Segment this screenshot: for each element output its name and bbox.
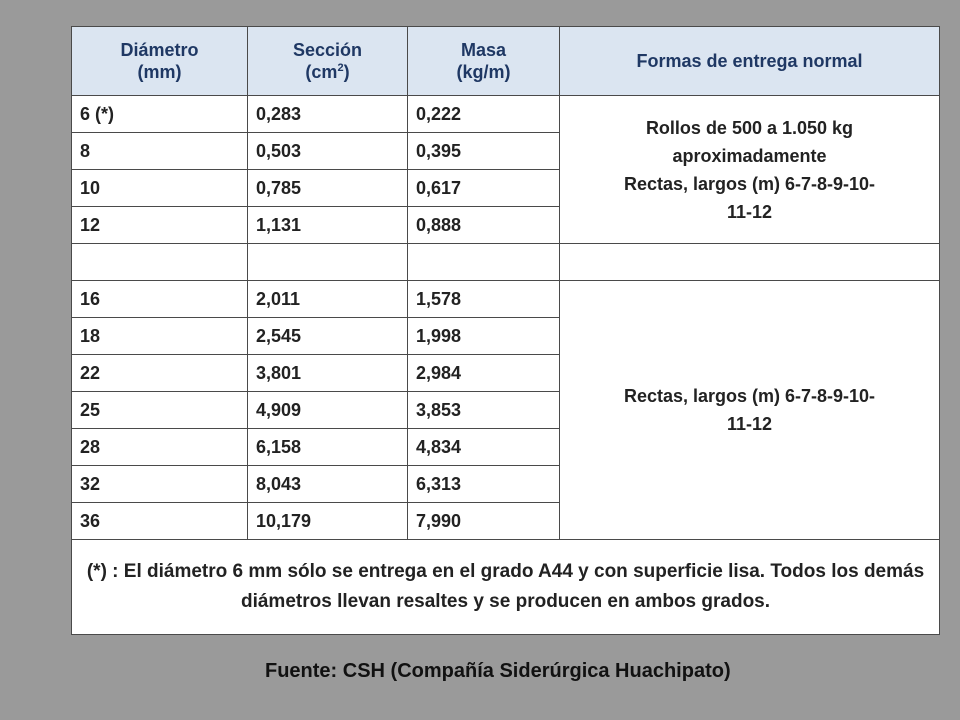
header-diameter-unit: (mm): [137, 62, 182, 82]
cell-section: 1,131: [247, 206, 408, 244]
table-row-empty: [71, 243, 940, 281]
cell-mass: [407, 243, 560, 281]
table-row: 25 4,909 3,853: [71, 391, 940, 429]
header-section-label: Sección: [292, 40, 363, 60]
cell-section: 4,909: [247, 391, 408, 429]
table-row: 18 2,545 1,998: [71, 317, 940, 355]
table-row: 10 0,785 0,617: [71, 169, 940, 207]
cell-section: [247, 243, 408, 281]
delivery-2-line-2: 11-12: [726, 414, 773, 434]
cell-mass: 1,998: [407, 317, 560, 355]
cell-section: 0,503: [247, 132, 408, 170]
cell-delivery-empty: [559, 243, 940, 281]
note-row: (*) : El diámetro 6 mm sólo se entrega e…: [71, 539, 940, 635]
header-mass-unit: (kg/m): [456, 62, 511, 82]
header-section-unit: (cm: [305, 62, 338, 82]
cell-mass: 0,888: [407, 206, 560, 244]
cell-section: 2,545: [247, 317, 408, 355]
cell-mass: 7,990: [407, 502, 560, 540]
header-diameter-label: Diámetro: [120, 40, 199, 60]
rebar-table: Diámetro (mm) Sección (cm2) Masa (kg/m) …: [71, 26, 940, 635]
cell-diameter: 36: [71, 502, 248, 540]
cell-diameter: 12: [71, 206, 248, 244]
delivery-1-line-2: aproximadamente: [672, 145, 827, 166]
header-mass-label: Masa: [460, 40, 507, 60]
source-caption: Fuente: CSH (Compañía Siderúrgica Huachi…: [265, 660, 731, 682]
cell-section: 2,011: [247, 280, 408, 318]
header-section: Sección (cm2): [247, 26, 408, 96]
header-diameter: Diámetro (mm): [71, 26, 248, 96]
cell-diameter: 6 (*): [71, 95, 248, 133]
table-row: 36 10,179 7,990: [71, 502, 940, 540]
cell-diameter: 25: [71, 391, 248, 429]
table-row: 12 1,131 0,888: [71, 206, 940, 244]
header-mass: Masa (kg/m): [407, 26, 560, 96]
cell-diameter: [71, 243, 248, 281]
cell-diameter: 32: [71, 465, 248, 503]
header-delivery: Formas de entrega normal: [559, 26, 940, 96]
delivery-1-line-4: 11-12: [726, 201, 773, 222]
cell-mass: 0,395: [407, 132, 560, 170]
delivery-1-line-3: Rectas, largos (m) 6-7-8-9-10-: [623, 173, 876, 194]
header-section-sup: 2: [337, 62, 344, 74]
cell-diameter: 28: [71, 428, 248, 466]
cell-section: 6,158: [247, 428, 408, 466]
cell-mass: 2,984: [407, 354, 560, 392]
cell-delivery-group-2: Rectas, largos (m) 6-7-8-9-10- 11-12: [559, 280, 940, 540]
header-row: Diámetro (mm) Sección (cm2) Masa (kg/m) …: [71, 26, 940, 96]
cell-section: 10,179: [247, 502, 408, 540]
footnote: (*) : El diámetro 6 mm sólo se entrega e…: [71, 539, 940, 635]
cell-section: 0,785: [247, 169, 408, 207]
table-row: 28 6,158 4,834: [71, 428, 940, 466]
cell-diameter: 10: [71, 169, 248, 207]
rebar-table-container: Diámetro (mm) Sección (cm2) Masa (kg/m) …: [71, 26, 940, 635]
table-row: 6 (*) 0,283 0,222 Rollos de 500 a 1.050 …: [71, 95, 940, 244]
cell-mass: 0,617: [407, 169, 560, 207]
cell-section: 3,801: [247, 354, 408, 392]
cell-diameter: 8: [71, 132, 248, 170]
cell-mass: 1,578: [407, 280, 560, 318]
cell-diameter: 22: [71, 354, 248, 392]
table-row: 8 0,503 0,395: [71, 132, 940, 170]
cell-delivery-group-1: Rollos de 500 a 1.050 kg aproximadamente…: [559, 95, 940, 244]
delivery-1-line-1: Rollos de 500 a 1.050 kg: [645, 117, 854, 138]
cell-mass: 6,313: [407, 465, 560, 503]
cell-mass: 4,834: [407, 428, 560, 466]
cell-mass: 3,853: [407, 391, 560, 429]
cell-mass: 0,222: [407, 95, 560, 133]
table-row: 16 2,011 1,578 Rectas, largos (m) 6-7-8-…: [71, 280, 940, 540]
cell-diameter: 16: [71, 280, 248, 318]
cell-section: 8,043: [247, 465, 408, 503]
header-section-close: ): [343, 62, 350, 82]
cell-diameter: 18: [71, 317, 248, 355]
delivery-2-line-1: Rectas, largos (m) 6-7-8-9-10-: [623, 386, 876, 406]
table-row: 22 3,801 2,984: [71, 354, 940, 392]
cell-section: 0,283: [247, 95, 408, 133]
